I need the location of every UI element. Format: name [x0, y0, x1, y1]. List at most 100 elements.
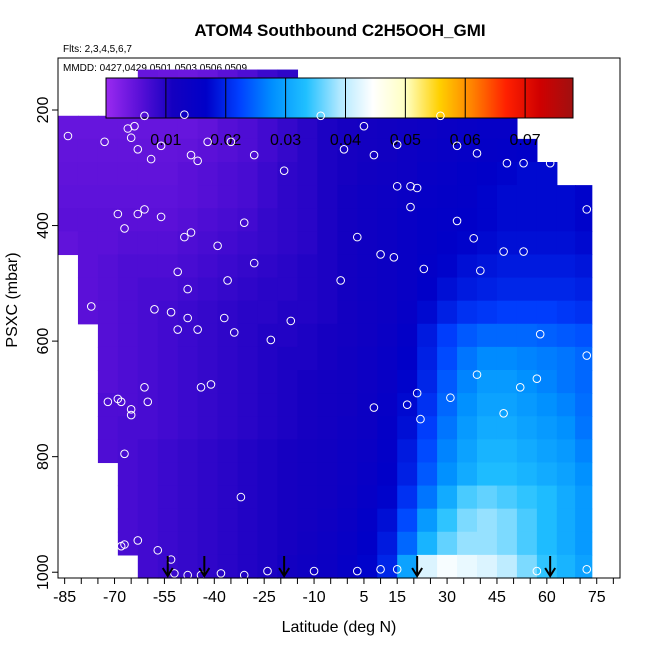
- heatmap-cell: [158, 278, 179, 302]
- heatmap-cell: [477, 486, 498, 510]
- heatmap-cell: [277, 347, 298, 371]
- heatmap-cell: [517, 509, 538, 533]
- heatmap-cell: [138, 509, 159, 533]
- heatmap-cell: [575, 393, 592, 417]
- heatmap-cell: [517, 486, 538, 510]
- heatmap-cell: [457, 462, 478, 486]
- heatmap-cell: [457, 393, 478, 417]
- heatmap-cell: [337, 254, 358, 278]
- heatmap-cell: [537, 231, 558, 255]
- heatmap-cell: [158, 208, 179, 232]
- heatmap-cell: [377, 439, 398, 463]
- heatmap-cell: [258, 301, 279, 325]
- heatmap-cell: [457, 324, 478, 348]
- x-axis-label: Latitude (deg N): [282, 619, 397, 636]
- heatmap-cell: [337, 416, 358, 440]
- colorbar-tick-label: 0.02: [210, 132, 241, 149]
- heatmap-cell: [277, 393, 298, 417]
- heatmap-cell: [138, 254, 159, 278]
- heatmap-cell: [198, 509, 219, 533]
- heatmap-cell: [138, 370, 159, 394]
- heatmap-cell: [377, 231, 398, 255]
- heatmap-cell: [477, 208, 498, 232]
- heatmap-cell: [537, 254, 558, 278]
- y-tick-label: 200: [35, 97, 52, 124]
- heatmap-cell: [377, 509, 398, 533]
- heatmap-cell: [377, 301, 398, 325]
- heatmap-cell: [497, 208, 518, 232]
- heatmap-cell: [238, 301, 259, 325]
- heatmap-cell: [517, 462, 538, 486]
- heatmap-cell: [357, 370, 378, 394]
- heatmap-cell: [258, 162, 279, 186]
- heatmap-cell: [337, 509, 358, 533]
- heatmap-cell: [537, 301, 558, 325]
- y-axis-label: PSXC (mbar): [4, 252, 21, 347]
- heatmap-cell: [98, 416, 119, 440]
- heatmap-cell: [297, 347, 318, 371]
- heatmap-cell: [517, 254, 538, 278]
- heatmap-cell: [437, 462, 458, 486]
- heatmap-cell: [78, 254, 99, 278]
- heatmap-cell: [258, 347, 279, 371]
- heatmap-cell: [238, 439, 259, 463]
- heatmap-cell: [317, 462, 338, 486]
- heatmap-cell: [317, 532, 338, 556]
- heatmap-cell: [317, 509, 338, 533]
- heatmap-cell: [198, 532, 219, 556]
- heatmap-cell: [198, 439, 219, 463]
- heatmap-cell: [457, 370, 478, 394]
- heatmap-cell: [337, 278, 358, 302]
- y-tick-label: 1000: [35, 554, 52, 590]
- heatmap-cell: [258, 532, 279, 556]
- heatmap-cell: [198, 555, 219, 579]
- heatmap-cell: [178, 555, 199, 579]
- heatmap-cell: [78, 116, 99, 140]
- heatmap-cell: [138, 393, 159, 417]
- heatmap-cell: [457, 486, 478, 510]
- heatmap-cell: [417, 555, 438, 579]
- heatmap-cell: [537, 370, 558, 394]
- heatmap-cell: [377, 532, 398, 556]
- heatmap-cell: [575, 301, 592, 325]
- heatmap-cell: [198, 254, 219, 278]
- heatmap-cell: [58, 185, 79, 209]
- heatmap-cell: [158, 347, 179, 371]
- heatmap-cell: [98, 254, 119, 278]
- heatmap-cell: [537, 532, 558, 556]
- colorbar-tick-label: 0.07: [510, 132, 541, 149]
- heatmap-cell: [437, 532, 458, 556]
- heatmap-cell: [218, 486, 239, 510]
- heatmap-cell: [437, 324, 458, 348]
- heatmap-cell: [575, 231, 592, 255]
- heatmap-cell: [437, 208, 458, 232]
- heatmap-cell: [297, 416, 318, 440]
- heatmap-cell: [417, 532, 438, 556]
- heatmap-cell: [238, 416, 259, 440]
- heatmap-cell: [198, 162, 219, 186]
- colorbar-tick-label: 0.06: [450, 132, 481, 149]
- heatmap-cell: [98, 116, 119, 140]
- heatmap-cell: [118, 462, 139, 486]
- heatmap-cell: [138, 462, 159, 486]
- x-tick-label: -85: [53, 589, 76, 606]
- colorbar-bar: [106, 78, 573, 118]
- heatmap-cell: [258, 439, 279, 463]
- heatmap-cell: [58, 208, 79, 232]
- heatmap-cell: [517, 301, 538, 325]
- heatmap-cell: [78, 162, 99, 186]
- heatmap-cell: [297, 278, 318, 302]
- heatmap-cell: [258, 208, 279, 232]
- heatmap-cell: [78, 139, 99, 163]
- heatmap-cell: [238, 254, 259, 278]
- heatmap-cell: [178, 370, 199, 394]
- heatmap-cell: [337, 486, 358, 510]
- heatmap-cell: [118, 301, 139, 325]
- heatmap-cell: [357, 555, 378, 579]
- heatmap-cell: [437, 185, 458, 209]
- heatmap-cell: [258, 254, 279, 278]
- heatmap-cell: [497, 254, 518, 278]
- heatmap-cell: [357, 324, 378, 348]
- heatmap-cell: [497, 555, 518, 579]
